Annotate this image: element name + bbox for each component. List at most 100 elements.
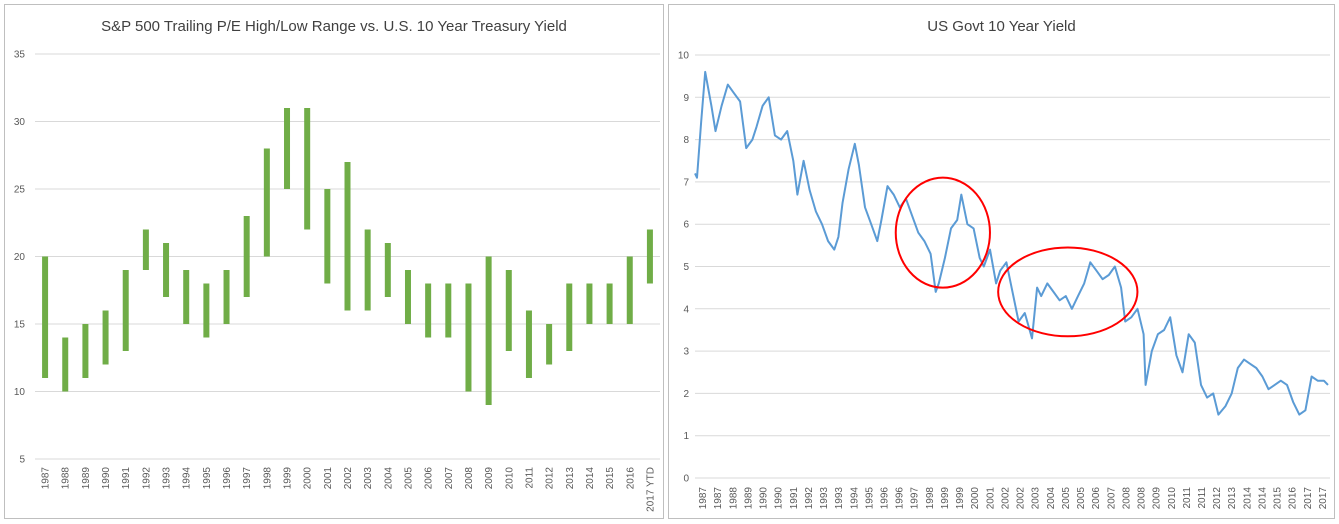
pe-range-bar (384, 243, 391, 297)
yield-line-chart: 0 1 2 3 4 5 6 7 8 9 10 1987 1987 1988 1989 1990 1990 1991… (678, 51, 1330, 510)
y-tick-label: 9 (683, 93, 689, 104)
x-tick-label: 2015 (605, 467, 616, 490)
x-tick-label: 2016 (625, 467, 636, 490)
x-tick-label: 2003 (1031, 487, 1042, 510)
x-tick-label: 2003 (363, 467, 374, 490)
yield-series-line (694, 70, 1329, 416)
pe-range-bar (586, 283, 593, 324)
y-tick-label: 5 (683, 262, 689, 273)
pe-range-bar (465, 283, 472, 392)
pe-range-bar (284, 108, 291, 189)
y-tick-label: 30 (14, 117, 26, 128)
x-tick-label: 2016 (1288, 487, 1299, 510)
pe-range-bar (122, 270, 129, 351)
x-tick-label: 2000 (303, 467, 314, 490)
pe-range-bar (546, 324, 553, 365)
pe-range-bar (263, 148, 270, 257)
x-tick-label: 2005 (1061, 487, 1072, 510)
x-tick-label: 1993 (834, 487, 845, 510)
y-tick-label: 35 (14, 50, 26, 61)
y-tick-label: 6 (683, 220, 689, 231)
x-tick-label: 2000 (970, 487, 981, 510)
x-tick-label: 2007 (444, 467, 455, 490)
x-tick-label: 2011 (1197, 487, 1208, 509)
x-tick-label: 1999 (283, 467, 294, 490)
x-tick-label: 2007 (1106, 487, 1117, 510)
x-tick-label: 2006 (1091, 487, 1102, 510)
pe-range-bar (102, 310, 109, 365)
y-tick-label: 5 (19, 455, 25, 466)
x-tick-label: 2008 (1121, 487, 1132, 510)
yield-chart-panel: US Govt 10 Year Yield 0 1 2 3 4 5 6 7 8 9 10 1987 19… (668, 4, 1335, 519)
pe-range-bar (485, 256, 492, 405)
x-tick-label: 2005 (1076, 487, 1087, 510)
pe-range-bar (243, 216, 250, 297)
x-tick-label: 1994 (182, 467, 193, 490)
x-tick-label: 1987 (698, 487, 709, 510)
x-tick-label: 2013 (565, 467, 576, 490)
x-tick-label: 1999 (955, 487, 966, 510)
x-tick-label: 2006 (424, 467, 435, 490)
x-tick-label: 1992 (141, 467, 152, 490)
pe-range-bar (505, 270, 512, 351)
x-tick-label: 2011 (524, 467, 535, 489)
x-tick-label: 1996 (222, 467, 233, 490)
pe-range-bar (364, 229, 371, 311)
y-tick-label: 10 (678, 51, 690, 62)
x-tick-label: 1987 (41, 467, 52, 490)
y-tick-label: 20 (14, 252, 26, 263)
pe-range-bar (82, 324, 89, 378)
x-tick-label: 1991 (789, 487, 800, 510)
x-tick-label: 1989 (743, 487, 754, 510)
y-tick-label: 0 (683, 474, 689, 485)
pe-range-bar (163, 243, 170, 297)
pe-chart-title: S&P 500 Trailing P/E High/Low Range vs. … (101, 18, 567, 35)
y-tick-label: 1 (683, 431, 689, 442)
x-tick-label: 2014 (1257, 487, 1268, 510)
x-tick-label: 1996 (879, 487, 890, 510)
pe-range-bar (42, 256, 49, 378)
y-tick-label: 3 (683, 347, 689, 358)
x-tick-label: 1998 (262, 467, 273, 490)
highlight-ellipse (997, 246, 1139, 338)
x-tick-label: 1992 (804, 487, 815, 510)
x-tick-label: 1996 (895, 487, 906, 510)
pe-range-bar (404, 270, 411, 324)
pe-range-bar (626, 256, 633, 324)
x-tick-label: 2001 (323, 467, 334, 490)
x-tick-label: 1989 (81, 467, 92, 490)
x-tick-label: 1988 (61, 467, 72, 490)
y-tick-label: 4 (683, 304, 689, 315)
x-tick-label: 1990 (774, 487, 785, 510)
yield-chart-title: US Govt 10 Year Yield (927, 18, 1076, 35)
pe-range-bar (223, 270, 230, 324)
x-tick-label: 2010 (504, 467, 515, 490)
y-tick-label: 2 (683, 389, 689, 400)
pe-range-bar (344, 162, 351, 311)
x-tick-label: 2014 (585, 467, 596, 490)
y-tick-label: 15 (14, 320, 26, 331)
x-tick-label: 2009 (1152, 487, 1163, 510)
x-tick-label: 1991 (121, 467, 132, 490)
pe-range-bar (445, 283, 452, 338)
pe-range-chart: 5 10 15 20 25 30 35 1987 1988 1989 1990 1991 1992 199… (14, 50, 660, 512)
x-tick-label: 2014 (1242, 487, 1253, 510)
y-tick-label: 25 (14, 185, 26, 196)
x-tick-label: 2002 (1000, 487, 1011, 510)
pe-range-bar (525, 310, 532, 378)
pe-range-bar (324, 189, 331, 284)
pe-range-bar (606, 283, 613, 324)
y-tick-label: 8 (683, 135, 689, 146)
x-tick-label: 1993 (162, 467, 173, 490)
pe-range-chart-panel: S&P 500 Trailing P/E High/Low Range vs. … (4, 4, 664, 519)
x-tick-label: 1999 (940, 487, 951, 510)
y-tick-label: 7 (683, 177, 689, 188)
x-tick-label: 2002 (1016, 487, 1027, 510)
x-tick-label: 2012 (545, 467, 556, 490)
x-tick-label: 1988 (728, 487, 739, 510)
x-tick-label: 2011 (1182, 487, 1193, 509)
x-tick-label: 2004 (383, 467, 394, 490)
x-tick-label: 1997 (242, 467, 253, 490)
x-tick-label: 2005 (403, 467, 414, 490)
x-tick-label: 1987 (713, 487, 724, 510)
